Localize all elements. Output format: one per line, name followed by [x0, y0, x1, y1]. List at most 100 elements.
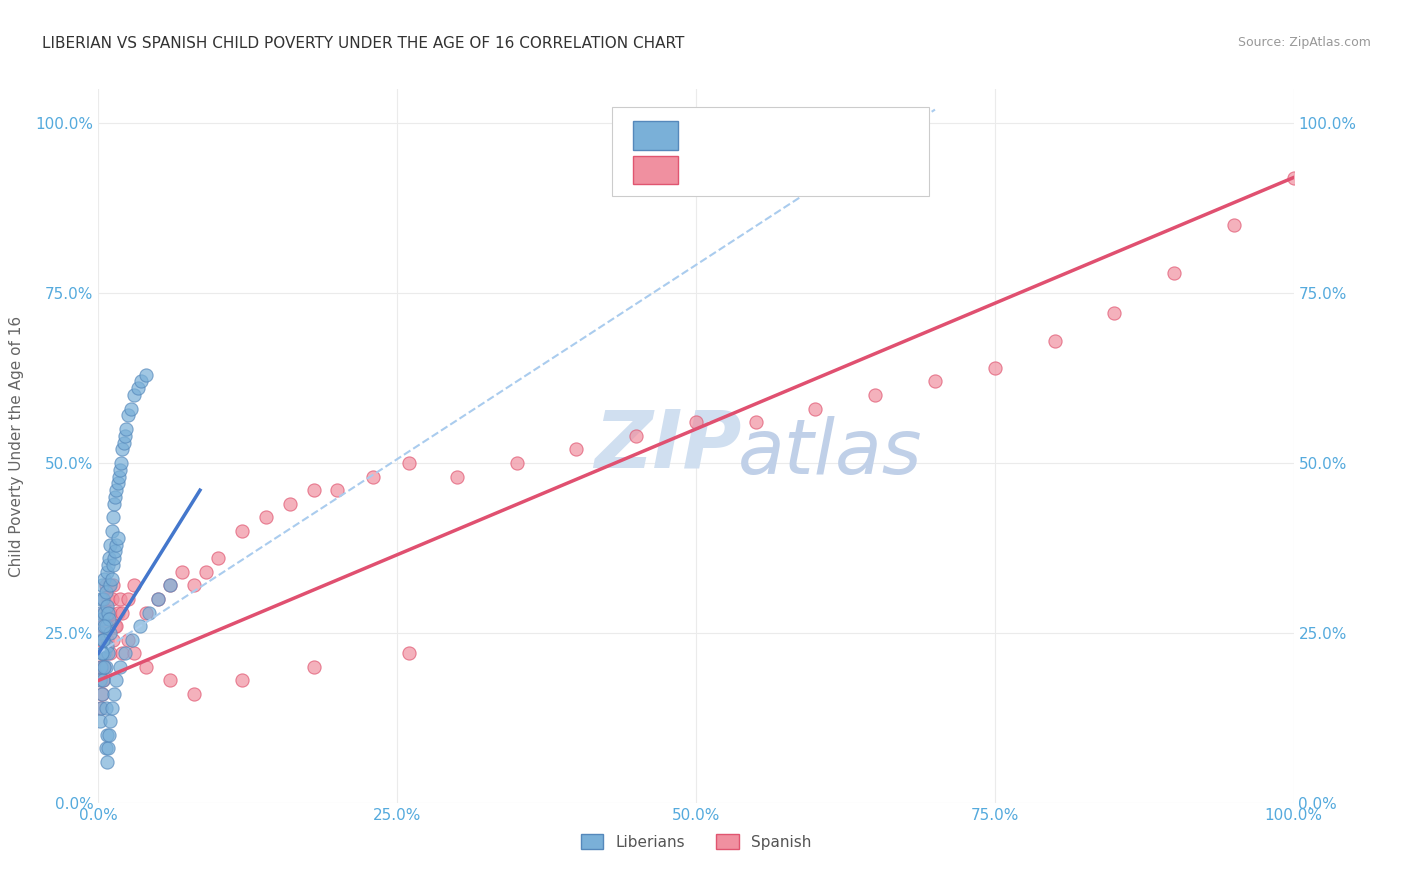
Point — [804, 401, 827, 416]
Point — [89, 660, 111, 674]
Point — [97, 591, 120, 606]
Point — [94, 741, 117, 756]
Point — [89, 714, 111, 729]
Point — [129, 619, 152, 633]
Point — [302, 483, 325, 498]
Point — [101, 558, 124, 572]
Point — [98, 728, 121, 742]
Point — [97, 646, 120, 660]
Point — [121, 632, 143, 647]
Point — [98, 537, 122, 551]
Text: atlas: atlas — [738, 417, 922, 490]
Point — [93, 660, 115, 674]
Point — [984, 360, 1007, 375]
Point — [135, 368, 157, 382]
Point — [100, 572, 122, 586]
Point — [91, 687, 114, 701]
Point — [117, 409, 139, 423]
Point — [94, 619, 117, 633]
Point — [91, 646, 114, 660]
Point — [326, 483, 349, 498]
Point — [90, 673, 112, 688]
Point — [107, 606, 129, 620]
Point — [98, 714, 122, 729]
Y-axis label: Child Poverty Under the Age of 16: Child Poverty Under the Age of 16 — [10, 316, 24, 576]
Point — [96, 640, 118, 654]
Point — [111, 646, 134, 660]
Point — [90, 632, 112, 647]
Point — [98, 578, 121, 592]
Point — [183, 687, 205, 701]
Point — [91, 660, 114, 674]
Point — [1043, 334, 1066, 348]
Point — [91, 606, 114, 620]
Point — [159, 673, 181, 688]
Point — [91, 646, 114, 660]
Legend: Liberians, Spanish: Liberians, Spanish — [575, 828, 817, 855]
Point — [105, 619, 128, 633]
Point — [148, 591, 170, 606]
Point — [195, 565, 218, 579]
Point — [93, 572, 115, 586]
Point — [1223, 218, 1246, 232]
Point — [97, 558, 120, 572]
Point — [231, 673, 253, 688]
Point — [104, 490, 127, 504]
Point — [103, 687, 125, 701]
Point — [104, 544, 127, 558]
Point — [98, 606, 122, 620]
Point — [93, 591, 115, 606]
Point — [924, 375, 946, 389]
Point — [94, 660, 117, 674]
Point — [398, 646, 420, 660]
Point — [1104, 306, 1126, 320]
Point — [96, 755, 118, 769]
Point — [105, 483, 128, 498]
Point — [91, 619, 114, 633]
Point — [90, 700, 112, 714]
Point — [104, 619, 127, 633]
Point — [94, 585, 117, 599]
Point — [148, 591, 170, 606]
Point — [114, 646, 136, 660]
Point — [98, 612, 121, 626]
Point — [91, 632, 114, 647]
Point — [115, 422, 138, 436]
Point — [97, 619, 120, 633]
Text: LIBERIAN VS SPANISH CHILD POVERTY UNDER THE AGE OF 16 CORRELATION CHART: LIBERIAN VS SPANISH CHILD POVERTY UNDER … — [42, 36, 685, 51]
Point — [159, 578, 181, 592]
Point — [94, 578, 117, 592]
Point — [93, 632, 115, 647]
Point — [91, 687, 114, 701]
Point — [91, 673, 114, 688]
FancyBboxPatch shape — [633, 121, 678, 150]
Point — [98, 551, 121, 566]
Point — [96, 728, 118, 742]
Point — [98, 578, 122, 592]
Point — [135, 660, 157, 674]
Point — [131, 375, 153, 389]
Point — [105, 673, 128, 688]
Point — [159, 578, 181, 592]
Point — [111, 442, 134, 457]
Point — [105, 537, 128, 551]
Point — [127, 381, 149, 395]
Point — [100, 700, 122, 714]
Point — [94, 619, 117, 633]
Point — [90, 626, 112, 640]
Point — [91, 632, 114, 647]
Point — [506, 456, 529, 470]
Point — [107, 469, 129, 483]
Point — [91, 612, 114, 626]
Point — [446, 469, 468, 483]
Point — [302, 660, 325, 674]
Point — [138, 606, 160, 620]
FancyBboxPatch shape — [633, 155, 678, 184]
Point — [685, 415, 707, 429]
Point — [135, 606, 157, 620]
Point — [93, 619, 115, 633]
Text: R =  0.636   N = 71: R = 0.636 N = 71 — [690, 161, 852, 178]
Point — [94, 700, 117, 714]
Point — [90, 660, 112, 674]
Point — [124, 388, 146, 402]
